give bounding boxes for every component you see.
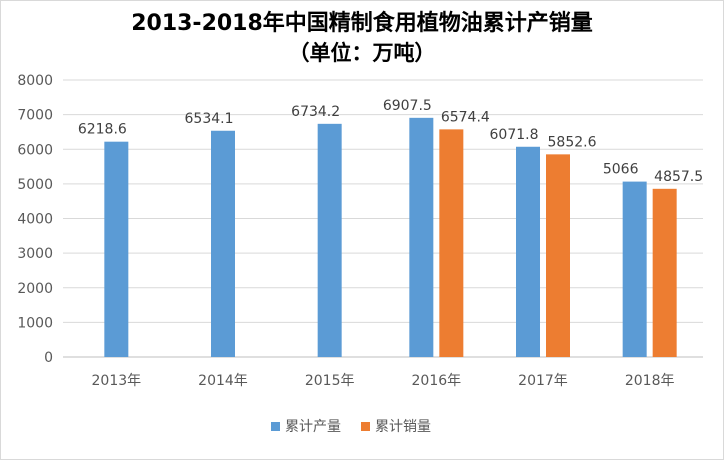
- data-label-production: 6218.6: [78, 122, 127, 138]
- data-label-production: 6071.8: [490, 127, 539, 143]
- data-label-production: 6907.5: [383, 98, 432, 114]
- y-tick-label: 6000: [17, 142, 53, 158]
- data-label-production: 6734.2: [291, 104, 340, 120]
- bars-layer: [104, 117, 677, 357]
- legend-swatch-production: [271, 422, 280, 431]
- y-tick-label: 2000: [17, 281, 53, 297]
- bar-production: [622, 181, 647, 357]
- x-tick-label: 2013年: [92, 373, 142, 389]
- data-label-sales: 4857.5: [654, 169, 703, 185]
- bar-sales: [652, 188, 677, 357]
- x-tick-label: 2014年: [198, 373, 248, 389]
- legend-label-sales: 累计销量: [375, 419, 431, 435]
- legend-label-production: 累计产量: [285, 419, 341, 435]
- y-tick-label: 7000: [17, 108, 53, 124]
- grid-lines: [63, 79, 703, 323]
- x-tick-label: 2015年: [305, 373, 355, 389]
- bar-sales: [439, 129, 464, 357]
- bar-production: [104, 141, 129, 357]
- bar-production: [409, 117, 434, 357]
- bar-production: [516, 146, 540, 357]
- x-tick-label: 2018年: [625, 373, 675, 389]
- y-tick-label: 8000: [17, 73, 53, 89]
- data-label-sales: 5852.6: [548, 134, 597, 150]
- chart-title: 2013-2018年中国精制食用植物油累计产销量: [131, 11, 593, 36]
- y-tick-label: 4000: [17, 212, 53, 228]
- x-tick-label: 2017年: [518, 373, 568, 389]
- bar-production: [317, 123, 342, 357]
- bar-production: [211, 130, 235, 357]
- y-tick-label: 3000: [17, 246, 53, 262]
- legend-swatch-sales: [361, 422, 370, 431]
- x-tick-label: 2016年: [412, 373, 462, 389]
- legend: 累计产量 累计销量: [271, 419, 431, 435]
- chart-title-block: 2013-2018年中国精制食用植物油累计产销量 （单位：万吨）: [1, 11, 723, 65]
- chart-subtitle: （单位：万吨）: [288, 41, 436, 66]
- data-label-production: 5066: [603, 162, 639, 178]
- y-tick-label: 5000: [17, 177, 53, 193]
- data-label-production: 6534.1: [185, 111, 234, 127]
- bar-sales: [546, 154, 570, 357]
- axis-layer: 0 1000 2000 3000 4000 5000 6000 7000 8000 2013年 20…: [17, 73, 703, 389]
- data-label-sales: 6574.4: [441, 109, 490, 125]
- y-tick-label: 1000: [17, 315, 53, 331]
- y-tick-label: 0: [44, 350, 53, 366]
